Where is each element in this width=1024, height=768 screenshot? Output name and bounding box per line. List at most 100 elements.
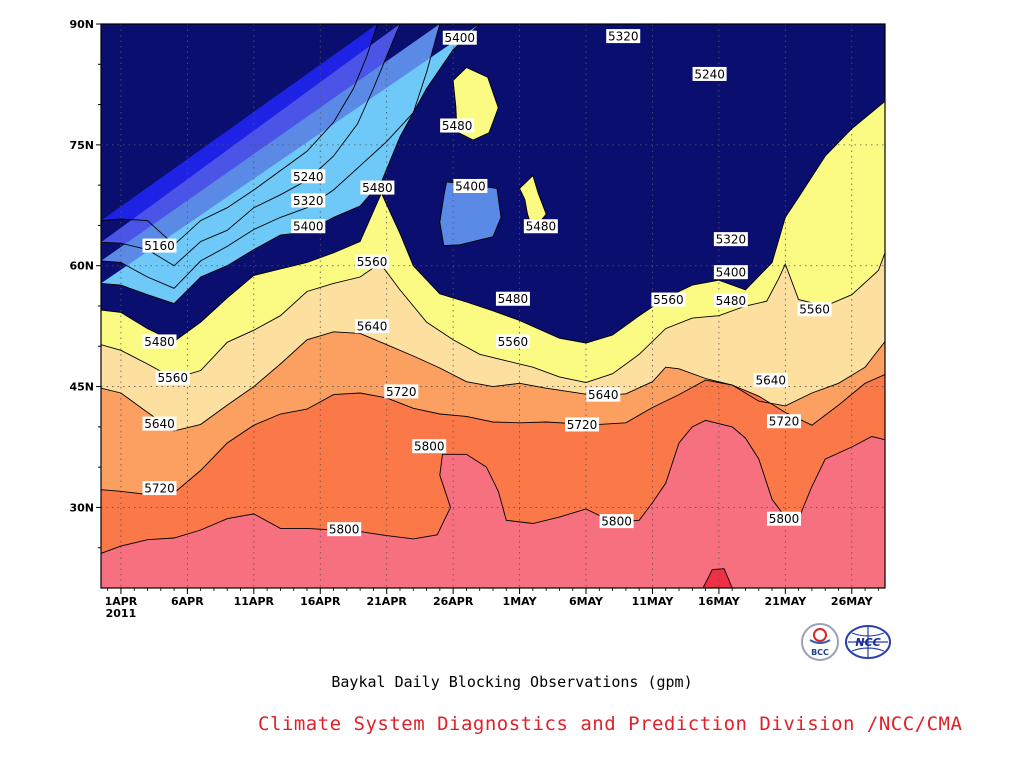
bcc-logo-text: BCC: [811, 648, 829, 657]
contour-label-20: 5560: [495, 334, 530, 349]
contour-label-bg: [651, 292, 686, 307]
y-tick-label: 90N: [69, 18, 94, 31]
contour-label-16: 5480: [495, 291, 530, 306]
ncc-logo-icon: NCC: [845, 625, 891, 659]
contour-label-25: 5640: [142, 416, 177, 431]
contour-label-bg: [142, 416, 177, 431]
contour-label-bg: [327, 522, 362, 537]
contour-label-bg: [442, 30, 477, 45]
contour-label-11: 5320: [713, 232, 748, 247]
contour-label-text: 5480: [526, 220, 557, 234]
contour-label-14: 5560: [651, 292, 686, 307]
contour-label-text: 5720: [144, 482, 175, 496]
contour-label-3: 5480: [440, 118, 475, 133]
contour-label-bg: [453, 178, 488, 193]
contour-label-text: 5480: [362, 181, 393, 195]
contour-label-7: 5400: [453, 178, 488, 193]
contour-line-5720: [101, 374, 885, 495]
contour-label-bg: [767, 414, 802, 429]
contour-label-text: 5400: [293, 220, 324, 234]
chart-title: Baykal Daily Blocking Observations (gpm): [331, 673, 693, 691]
contour-label-text: 5640: [588, 388, 619, 402]
x-tick-label: 16MAY: [698, 595, 741, 608]
contour-label-bg: [767, 511, 802, 526]
contour-label-bg: [797, 302, 832, 317]
contour-label-15: 5480: [713, 293, 748, 308]
contour-line-5880: [702, 568, 733, 588]
closed-fill-5400-1: [439, 181, 501, 246]
contour-label-bg: [355, 254, 390, 269]
contour-label-bg: [440, 118, 475, 133]
x-tick-label: 6APR: [171, 595, 204, 608]
contour-label-text: 5640: [755, 374, 786, 388]
contour-label-text: 5800: [414, 440, 445, 454]
credit-text: Climate System Diagnostics and Predictio…: [258, 713, 963, 735]
contour-label-text: 5320: [716, 233, 747, 247]
contour-line-5640: [101, 331, 885, 432]
contour-label-17: 5560: [797, 302, 832, 317]
contour-label-text: 5320: [293, 194, 324, 208]
contour-label-text: 5560: [653, 293, 684, 307]
contour-label-6: 5480: [360, 180, 395, 195]
contour-line-5800: [101, 419, 885, 554]
contour-label-text: 5400: [455, 179, 486, 193]
contour-label-bg: [523, 219, 558, 234]
y-tick-label: 30N: [69, 501, 94, 514]
contour-line-5320: [101, 24, 441, 289]
contour-label-23: 5720: [384, 384, 419, 399]
contour-label-bg: [565, 417, 600, 432]
contour-label-text: 5480: [442, 119, 473, 133]
contour-label-bg: [495, 334, 530, 349]
closed-fill-5480-2: [519, 175, 547, 231]
contour-label-30: 5800: [599, 514, 634, 529]
contour-label-bg: [495, 291, 530, 306]
contour-label-text: 5800: [601, 515, 632, 529]
contour-label-2: 5240: [692, 66, 727, 81]
x-tick-label: 1APR: [105, 595, 138, 608]
contour-label-9: 5400: [291, 219, 326, 234]
contour-line-5400: [101, 24, 481, 305]
x-tick-label: 21APR: [367, 595, 408, 608]
contour-line-5160: [101, 24, 378, 246]
contour-label-0: 5400: [442, 30, 477, 45]
contour-label-8: 5480: [523, 219, 558, 234]
x-tick-label: 6MAY: [569, 595, 604, 608]
contour-label-text: 5240: [694, 67, 725, 81]
x-tick-label: 26MAY: [831, 595, 874, 608]
contour-line-5560: [101, 252, 885, 383]
contour-line-layer: [101, 24, 885, 588]
contour-label-bg: [713, 265, 748, 280]
contour-label-text: 5480: [716, 294, 747, 308]
contour-label-text: 5720: [769, 415, 800, 429]
y-tick-label: 75N: [69, 139, 94, 152]
contour-label-text: 5160: [144, 239, 175, 253]
contour-label-1: 5320: [606, 29, 641, 44]
contour-label-bg: [155, 370, 190, 385]
contour-label-21: 5560: [155, 370, 190, 385]
x-tick-label: 11MAY: [632, 595, 675, 608]
x-tick-label: 11APR: [234, 595, 275, 608]
contour-label-18: 5640: [355, 319, 390, 334]
ncc-logo-text: NCC: [855, 636, 880, 649]
contour-label-5: 5320: [291, 193, 326, 208]
contour-label-4: 5240: [291, 169, 326, 184]
contour-label-text: 5560: [498, 335, 529, 349]
contour-label-text: 5240: [293, 170, 324, 184]
contour-label-bg: [713, 232, 748, 247]
contour-label-text: 5560: [357, 255, 388, 269]
fill-band-5160: [101, 24, 378, 245]
contour-label-text: 5560: [799, 303, 830, 317]
contour-label-29: 5720: [142, 481, 177, 496]
contour-label-31: 5800: [767, 511, 802, 526]
contour-label-bg: [355, 319, 390, 334]
contour-line-5480: [101, 100, 885, 344]
contour-label-bg: [142, 481, 177, 496]
axis-layer: 30N 45N 60N 75N 90N 1APR 6APR 11APR 16APR 21APR 26…: [69, 18, 879, 620]
contour-label-bg: [291, 193, 326, 208]
fill-band-5800: [101, 420, 885, 588]
contour-fill-layer: [101, 24, 885, 588]
x-tick-label: 21MAY: [764, 595, 807, 608]
contour-label-text: 5400: [716, 266, 747, 280]
x-tick-label: 26APR: [433, 595, 474, 608]
